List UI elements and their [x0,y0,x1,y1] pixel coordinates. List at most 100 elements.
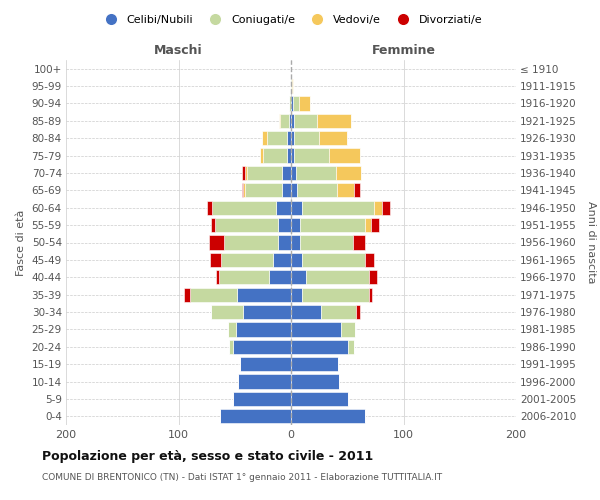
Bar [382,200,390,215]
Bar [262,131,268,146]
Bar [302,253,365,267]
Bar [291,166,296,180]
Bar [277,236,291,250]
Bar [291,392,349,406]
Bar [291,148,295,162]
Bar [291,322,341,336]
Text: Maschi: Maschi [154,44,203,57]
Bar [302,200,374,215]
Text: Popolazione per età, sesso e stato civile - 2011: Popolazione per età, sesso e stato civil… [42,450,373,463]
Bar [300,218,365,232]
Text: Femmine: Femmine [371,44,436,57]
Bar [295,131,319,146]
Bar [219,270,269,284]
Bar [356,305,359,319]
Bar [365,253,374,267]
Bar [269,270,291,284]
Bar [233,392,291,406]
Bar [291,114,295,128]
Bar [221,253,273,267]
Bar [291,253,302,267]
Bar [295,148,329,162]
Y-axis label: Anni di nascita: Anni di nascita [586,201,596,284]
Bar [220,409,291,424]
Bar [287,148,291,162]
Bar [336,166,361,180]
Bar [278,114,280,128]
Bar [291,357,338,372]
Bar [296,183,337,198]
Bar [211,305,242,319]
Bar [329,148,359,162]
Bar [238,374,291,388]
Bar [291,96,293,110]
Bar [291,183,296,198]
Bar [282,166,291,180]
Bar [211,218,215,232]
Bar [319,131,347,146]
Bar [291,288,302,302]
Bar [295,114,317,128]
Bar [282,183,291,198]
Bar [291,200,302,215]
Bar [365,218,371,232]
Bar [371,218,379,232]
Bar [368,288,372,302]
Bar [247,166,282,180]
Bar [289,114,291,128]
Bar [190,288,237,302]
Bar [349,340,354,354]
Text: COMUNE DI BRENTONICO (TN) - Dati ISTAT 1° gennaio 2011 - Elaborazione TUTTITALIA: COMUNE DI BRENTONICO (TN) - Dati ISTAT 1… [42,472,442,482]
Bar [241,166,245,180]
Bar [245,166,247,180]
Legend: Celibi/Nubili, Coniugati/e, Vedovi/e, Divorziati/e: Celibi/Nubili, Coniugati/e, Vedovi/e, Di… [95,11,487,30]
Bar [289,96,291,110]
Bar [277,218,291,232]
Bar [354,183,359,198]
Bar [368,270,377,284]
Bar [322,305,356,319]
Bar [291,79,292,93]
Bar [233,340,291,354]
Bar [245,183,282,198]
Bar [280,114,289,128]
Bar [300,236,353,250]
Bar [184,288,190,302]
Bar [260,148,263,162]
Bar [209,236,223,250]
Bar [237,288,291,302]
Bar [273,253,291,267]
Bar [374,200,382,215]
Bar [293,96,299,110]
Bar [242,183,245,198]
Bar [291,270,305,284]
Bar [236,322,291,336]
Bar [206,200,212,215]
Bar [210,253,221,267]
Bar [277,200,291,215]
Bar [299,96,310,110]
Bar [268,131,287,146]
Bar [305,270,368,284]
Bar [242,305,291,319]
Bar [291,236,300,250]
Bar [241,357,291,372]
Bar [353,236,365,250]
Bar [215,218,277,232]
Bar [291,218,300,232]
Bar [241,183,242,198]
Bar [291,409,365,424]
Bar [296,166,336,180]
Bar [337,183,354,198]
Bar [291,340,349,354]
Bar [291,305,322,319]
Bar [291,131,295,146]
Bar [341,322,355,336]
Bar [215,270,219,284]
Bar [302,288,368,302]
Bar [291,374,340,388]
Bar [263,148,287,162]
Bar [212,200,277,215]
Bar [292,79,293,93]
Y-axis label: Fasce di età: Fasce di età [16,210,26,276]
